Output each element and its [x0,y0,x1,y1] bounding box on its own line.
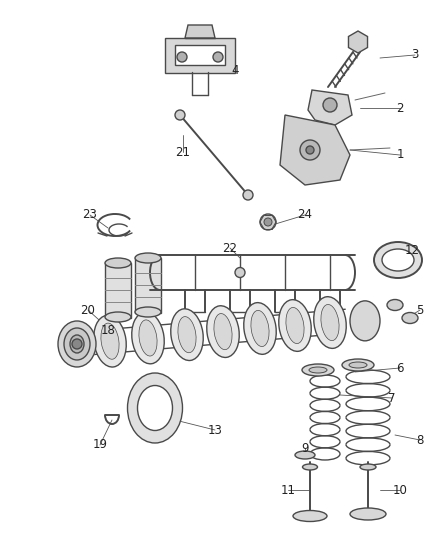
Circle shape [264,218,272,226]
Ellipse shape [214,313,232,350]
Ellipse shape [349,362,367,368]
Text: 10: 10 [392,483,407,497]
Polygon shape [308,90,352,125]
Bar [175,45,225,65]
Ellipse shape [244,303,276,354]
Text: 13: 13 [208,424,223,437]
Text: 12: 12 [405,244,420,256]
Circle shape [177,52,187,62]
Ellipse shape [309,367,327,373]
Text: 8: 8 [416,433,424,447]
Circle shape [243,190,253,200]
Circle shape [235,268,245,278]
Ellipse shape [402,312,418,324]
Text: 20: 20 [81,303,95,317]
Ellipse shape [382,249,414,271]
Ellipse shape [286,308,304,344]
Ellipse shape [171,309,203,360]
Ellipse shape [342,359,374,371]
Text: 5: 5 [416,303,424,317]
Ellipse shape [105,312,131,322]
Polygon shape [349,31,367,53]
Ellipse shape [321,304,339,341]
Text: 22: 22 [223,241,237,254]
Ellipse shape [138,385,173,431]
Ellipse shape [135,307,161,317]
Text: 24: 24 [297,208,312,222]
Ellipse shape [207,306,239,358]
Ellipse shape [374,242,422,278]
Circle shape [323,98,337,112]
Text: 9: 9 [301,441,309,455]
Ellipse shape [387,300,403,311]
Ellipse shape [293,511,327,521]
Text: 21: 21 [176,146,191,158]
Ellipse shape [178,317,196,353]
Ellipse shape [105,258,131,268]
Ellipse shape [303,464,318,470]
Text: 1: 1 [396,149,404,161]
Ellipse shape [314,297,346,349]
Text: 7: 7 [388,392,396,405]
Text: 3: 3 [411,49,419,61]
Ellipse shape [58,321,96,367]
Text: 19: 19 [92,439,107,451]
Ellipse shape [360,464,376,470]
Circle shape [300,140,320,160]
Circle shape [175,110,185,120]
Ellipse shape [279,300,311,351]
Polygon shape [280,115,350,185]
Text: 2: 2 [396,101,404,115]
Text: 23: 23 [82,208,97,222]
Circle shape [72,339,82,349]
Ellipse shape [64,328,90,360]
Text: 18: 18 [101,324,116,336]
Bar [105,262,131,318]
Ellipse shape [251,310,269,346]
Circle shape [213,52,223,62]
Ellipse shape [101,323,119,359]
Ellipse shape [302,364,334,376]
Circle shape [260,214,276,230]
Ellipse shape [135,253,161,263]
Ellipse shape [127,373,183,443]
Ellipse shape [139,320,157,356]
Ellipse shape [295,451,315,459]
Ellipse shape [94,316,126,367]
Text: 6: 6 [396,361,404,375]
Circle shape [306,146,314,154]
Text: 4: 4 [231,63,239,77]
Ellipse shape [132,312,164,364]
Bar [165,37,235,72]
Text: 11: 11 [280,483,296,497]
Ellipse shape [350,301,380,341]
Bar [135,257,161,312]
Polygon shape [185,25,215,38]
Ellipse shape [350,508,386,520]
Ellipse shape [70,335,84,353]
